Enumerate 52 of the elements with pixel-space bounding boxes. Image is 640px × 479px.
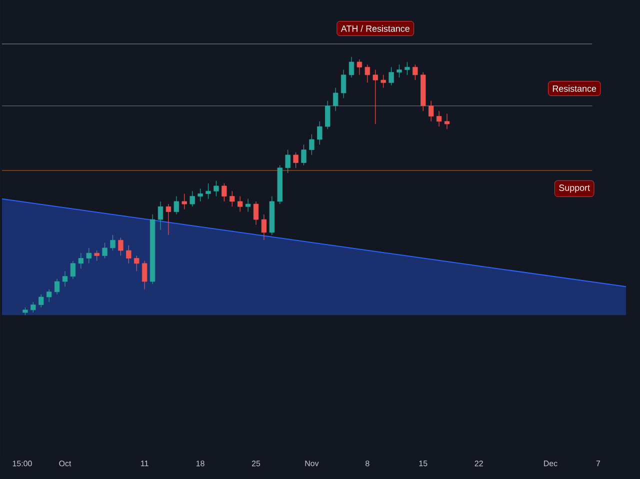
candlestick	[62, 270, 68, 287]
candlestick	[118, 237, 124, 256]
candlestick	[293, 152, 298, 168]
candlestick	[30, 302, 36, 313]
candlestick	[214, 180, 219, 197]
candlestick	[253, 201, 259, 225]
candlestick	[309, 134, 314, 156]
candlestick	[396, 64, 402, 78]
candlestick	[356, 59, 362, 76]
candlestick	[333, 88, 338, 112]
candlestick	[372, 69, 378, 124]
ref-line-label: Resistance	[552, 85, 596, 92]
candlestick	[428, 100, 434, 122]
candlestick	[158, 201, 164, 230]
candlestick	[245, 198, 251, 212]
candlestick	[78, 252, 84, 269]
candlestick	[206, 183, 211, 200]
candlestick	[317, 121, 322, 145]
candlestick	[380, 74, 386, 88]
candlestick	[134, 255, 140, 272]
candlestick	[94, 250, 100, 262]
candlestick	[364, 64, 370, 83]
candlestick	[54, 278, 60, 295]
candlestick	[261, 214, 267, 240]
candlestick	[38, 294, 44, 308]
candlestick	[285, 149, 290, 174]
candlestick	[340, 69, 346, 98]
candlestick	[110, 234, 116, 251]
candlestick	[238, 196, 243, 212]
candlestick	[126, 245, 132, 264]
candlestick	[404, 62, 410, 76]
candlestick	[166, 204, 172, 236]
ref-line-label: Support	[559, 184, 590, 193]
candlestick	[86, 248, 92, 264]
candlestick	[174, 196, 180, 215]
candlestick	[190, 190, 195, 207]
candlestick	[182, 193, 187, 210]
candlestick	[444, 113, 450, 130]
candlestick	[142, 260, 148, 290]
candlestick	[325, 100, 330, 130]
candlestick	[230, 190, 235, 207]
ref-line-label: ATH / Resistance	[340, 25, 410, 32]
candlestick	[348, 56, 354, 78]
candlestick	[46, 288, 52, 302]
candlestick	[198, 188, 203, 202]
candlestick	[436, 110, 442, 127]
candlestick	[301, 144, 306, 166]
candlestick	[388, 66, 394, 86]
candlestick	[102, 242, 108, 259]
candlestick	[70, 260, 76, 280]
candlestick	[412, 64, 418, 80]
candlestick	[222, 183, 227, 202]
